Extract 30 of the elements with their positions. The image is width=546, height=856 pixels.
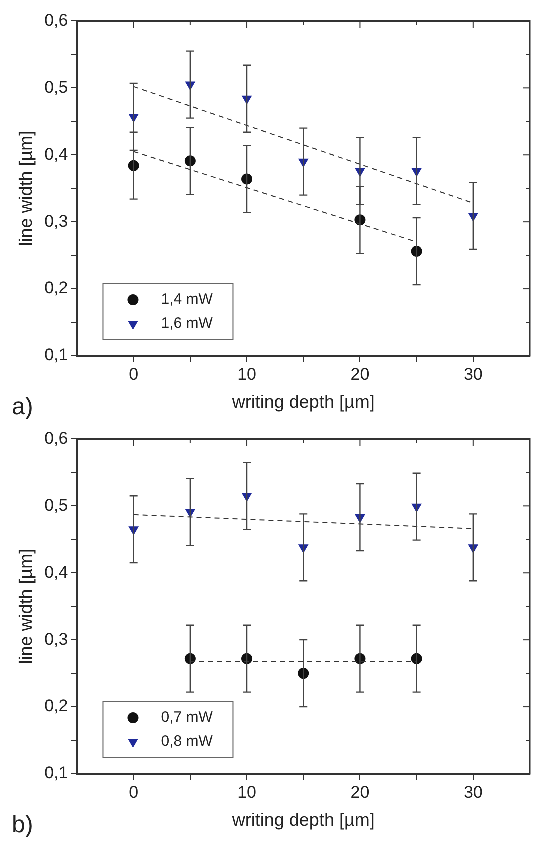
- x-tick-label: 0: [129, 782, 139, 802]
- x-axis-title: writing depth [µm]: [231, 810, 375, 830]
- x-tick-label: 30: [464, 782, 483, 802]
- y-tick-label: 0,4: [44, 562, 68, 582]
- text: b): [12, 812, 34, 839]
- y-tick-label: 0,2: [44, 278, 68, 298]
- y-tick-label: 0,5: [44, 78, 68, 97]
- legend-label: 0,7 mW: [161, 709, 214, 726]
- y-tick-label: 0,5: [44, 496, 68, 515]
- x-tick-label: 30: [464, 364, 483, 384]
- y-tick-label: 0,1: [44, 346, 68, 365]
- x-axis-title: writing depth [µm]: [231, 392, 375, 412]
- x-tick-label: 10: [238, 782, 256, 802]
- y-tick-label: 0,6: [44, 10, 68, 30]
- legend-label: 1,4 mW: [161, 291, 214, 308]
- y-tick-label: 0,4: [44, 144, 68, 164]
- legend-label: 0,8 mW: [161, 733, 214, 750]
- y-tick-label: 0,2: [44, 696, 68, 716]
- y-axis-title: line width [µm]: [16, 548, 36, 664]
- y-tick-label: 0,6: [44, 428, 68, 448]
- x-tick-label: 0: [129, 364, 139, 384]
- y-tick-label: 0,3: [44, 212, 68, 231]
- y-tick-label: 0,3: [44, 630, 68, 649]
- x-tick-label: 20: [350, 364, 370, 384]
- text: a): [12, 394, 34, 421]
- x-tick-label: 10: [238, 364, 256, 384]
- y-tick-label: 0,1: [44, 764, 68, 783]
- legend-label: 1,6 mW: [161, 315, 214, 332]
- x-tick-label: 20: [350, 782, 370, 802]
- y-axis-title: line width [µm]: [16, 130, 36, 246]
